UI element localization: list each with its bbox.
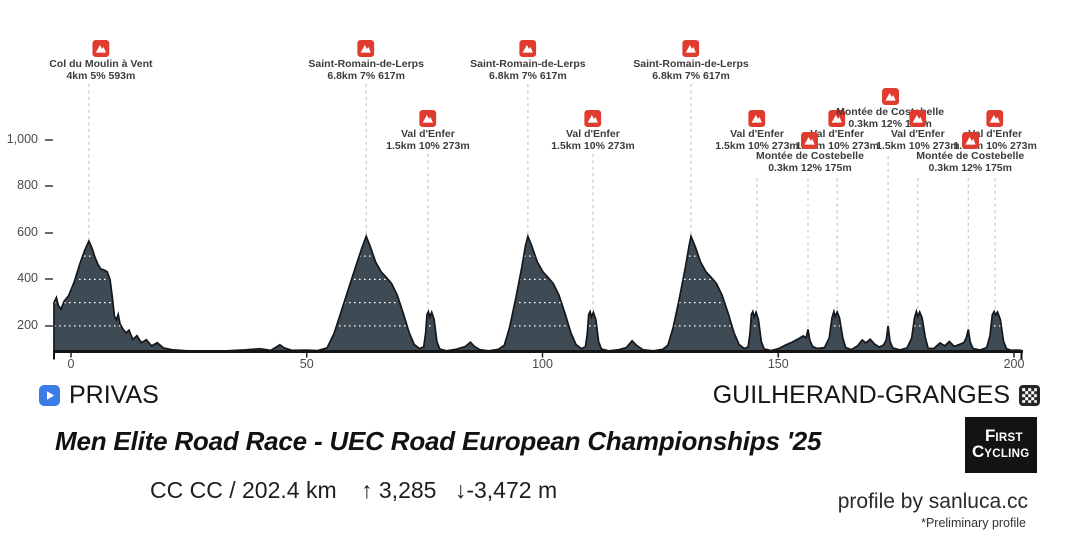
y-axis-tick-label: 1,000 [6, 131, 38, 146]
climb-stats: 0.3km 12% 175m [928, 162, 1012, 174]
climb-mountain-icon [584, 110, 602, 127]
climb-stats: 1.5km 10% 273m [715, 140, 799, 152]
climb-stats: 6.8km 7% 617m [489, 70, 567, 82]
start-play-icon [39, 385, 60, 406]
y-axis-tick-mark [45, 324, 53, 327]
logo-line-first: FIRST [985, 426, 1023, 445]
climb-connector-lines [88, 84, 996, 328]
x-axis [53, 350, 1023, 360]
climb-stats: 4km 5% 593m [66, 70, 136, 82]
climb-name: Saint-Romain-de-Lerps [308, 58, 424, 70]
climb-label: Col du Moulin à Vent 4km 5% 593m [49, 40, 153, 82]
climb-label: Saint-Romain-de-Lerps 6.8km 7% 617m [308, 40, 424, 82]
race-code-distance: CC CC / 202.4 km [150, 477, 337, 503]
start-location-label: PRIVAS [69, 381, 159, 409]
climb-mountain-icon [682, 40, 700, 57]
y-axis-tick-mark [45, 231, 53, 234]
start-location: PRIVAS [39, 381, 159, 410]
climb-name: Montée de Costebelle [755, 150, 864, 162]
climb-name: Val d'Enfer [730, 128, 784, 140]
finish-location: GUILHERAND-GRANGES [713, 381, 1040, 410]
climb-mountain-icon [419, 110, 437, 127]
climb-name: Val d'Enfer [968, 128, 1023, 140]
race-descent: ↓-3,472 m [454, 477, 558, 503]
climb-stats: 1.5km 10% 273m [386, 140, 470, 152]
climb-label: Val d'Enfer 1.5km 10% 273m [551, 110, 635, 152]
finish-location-label: GUILHERAND-GRANGES [712, 381, 1010, 409]
climb-label: Saint-Romain-de-Lerps 6.8km 7% 617m [633, 40, 749, 82]
climb-mountain-icon [909, 110, 927, 127]
climb-label: Val d'Enfer 1.5km 10% 273m [715, 110, 799, 152]
first-cycling-logo: FIRST CYCLING [965, 417, 1037, 473]
climb-label: Val d'Enfer 1.5km 10% 273m [876, 110, 960, 152]
x-axis-tick-label: 50 [299, 357, 314, 371]
race-ascent: ↑ 3,285 [361, 477, 437, 503]
climb-mountain-icon [519, 40, 537, 57]
x-axis-tick-label: 200 [1003, 357, 1025, 371]
y-axis-tick-mark [45, 138, 53, 141]
elevation-area [54, 236, 1022, 352]
climb-name: Val d'Enfer [566, 128, 620, 140]
race-title: Men Elite Road Race - UEC Road European … [55, 426, 822, 456]
climb-label: Montée de Costebelle 0.3km 12% 175m [916, 132, 1024, 174]
y-axis-tick-label: 200 [17, 317, 38, 332]
climb-mountain-icon [986, 110, 1004, 127]
y-axis-tick-label: 800 [17, 178, 38, 193]
x-axis-tick-label: 0 [67, 357, 75, 371]
y-axis-tick-mark [45, 185, 53, 188]
climb-stats: 1.5km 10% 273m [551, 140, 635, 152]
climb-name: Val d'Enfer [810, 128, 865, 140]
climb-mountain-icon [801, 132, 819, 149]
y-axis-tick-label: 400 [17, 271, 38, 286]
climb-label: Montée de Costebelle 0.3km 12% 175m [756, 132, 864, 174]
preliminary-note: *Preliminary profile [921, 516, 1026, 530]
climb-stats: 0.3km 12% 175m [768, 162, 852, 174]
credit-text: profile by sanluca.cc [837, 490, 1028, 513]
climb-name: Saint-Romain-de-Lerps [633, 58, 749, 70]
climb-name: Val d'Enfer [400, 128, 455, 140]
climb-stats: 6.8km 7% 617m [652, 70, 730, 82]
climb-stats: 1.5km 10% 273m [876, 140, 960, 152]
y-axis-tick-label: 600 [17, 224, 38, 239]
elevation-profile-chart [53, 84, 1023, 360]
y-axis-tick-mark [45, 278, 53, 281]
climb-mountain-icon [92, 40, 110, 57]
climb-mountain-icon [748, 110, 766, 127]
climb-stats: 6.8km 7% 617m [327, 70, 405, 82]
x-axis-tick-label: 150 [767, 357, 789, 371]
climb-label: Saint-Romain-de-Lerps 6.8km 7% 617m [470, 40, 586, 82]
climb-name: Saint-Romain-de-Lerps [470, 58, 586, 70]
climb-mountain-icon [881, 88, 899, 105]
climb-name: Montée de Costebelle [916, 150, 1025, 162]
finish-checkered-flag-icon [1019, 385, 1040, 406]
climb-name: Col du Moulin à Vent [49, 58, 153, 70]
climb-label: Val d'Enfer 1.5km 10% 273m [386, 110, 470, 152]
climb-mountain-icon [961, 132, 979, 149]
climb-mountain-icon [828, 110, 846, 127]
climb-mountain-icon [357, 40, 375, 57]
climb-name: Val d'Enfer [890, 128, 945, 140]
logo-line-cycling: CYCLING [972, 442, 1030, 461]
race-stats: CC CC / 202.4 km ↑ 3,285 ↓-3,472 m [150, 477, 557, 504]
x-axis-tick-label: 100 [532, 357, 553, 371]
